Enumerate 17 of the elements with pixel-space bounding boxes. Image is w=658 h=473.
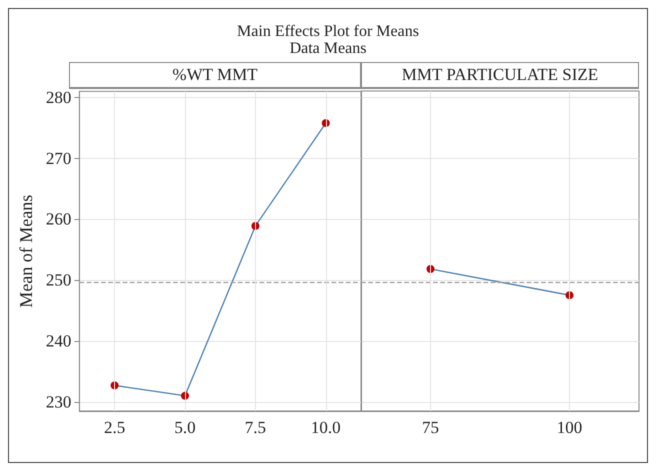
y-tick-label: 230 (46, 392, 72, 412)
x-axis-title: MMT PARTICULATE SIZE (361, 62, 639, 89)
x-axis-title: %WT MMT (69, 62, 361, 89)
x-tick-label: 7.5 (244, 418, 266, 437)
x-tick-label: 75 (422, 418, 439, 437)
x-tick-label: 5.0 (174, 418, 196, 437)
y-tick-label: 280 (46, 88, 72, 107)
x-tick-label: 2.5 (104, 418, 126, 437)
y-axis-title: Mean of Means (16, 194, 36, 308)
chart-subtitle: Data Means (288, 40, 368, 57)
y-tick-label: 270 (46, 148, 72, 168)
x-tick-label: 100 (556, 418, 582, 437)
chart-title: Main Effects Plot for Means (236, 23, 420, 40)
x-tick-label: 10.0 (310, 418, 341, 437)
y-tick-label: 260 (46, 210, 72, 229)
y-tick-label: 250 (46, 270, 72, 290)
y-tick-label: 240 (46, 331, 72, 350)
